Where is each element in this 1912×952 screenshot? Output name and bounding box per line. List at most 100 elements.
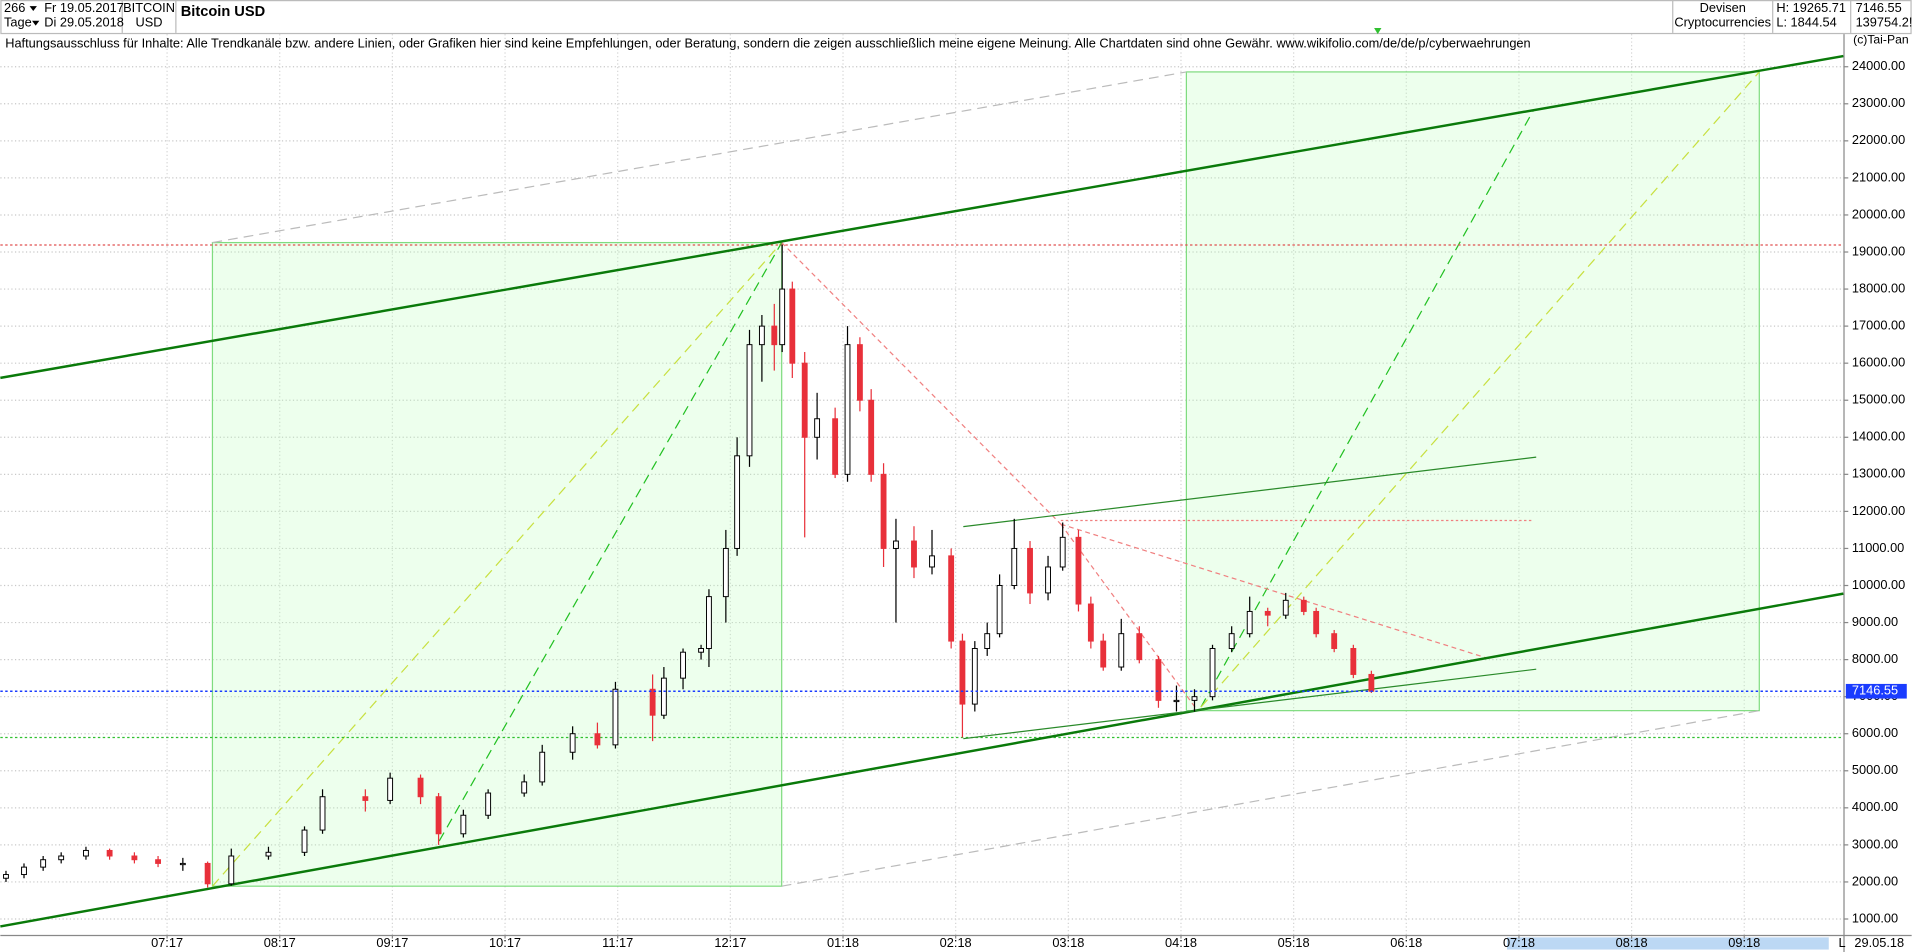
candle-body <box>1246 610 1253 635</box>
candle-body <box>660 677 667 716</box>
candle-body <box>362 796 369 801</box>
count[interactable]: 266 <box>4 0 25 15</box>
x-tick-label: 02:18 <box>940 935 972 950</box>
candle-body <box>569 733 576 753</box>
x-tick-label: 08:17 <box>264 935 296 950</box>
candle-body <box>131 855 138 861</box>
y-tick-label: 16000.00 <box>1852 355 1905 370</box>
y-tick-label: 2000.00 <box>1852 873 1898 888</box>
channel-line <box>0 54 1844 380</box>
dropdown-arrow[interactable] <box>32 20 40 26</box>
x-tick-label: 12:17 <box>714 935 746 950</box>
candle-body <box>856 344 863 401</box>
candle-body <box>21 866 27 876</box>
candle-body <box>948 555 955 642</box>
zone <box>1185 71 1760 712</box>
candle-body <box>722 547 729 598</box>
candle-body <box>485 792 492 816</box>
candle-body <box>758 325 765 346</box>
x-tick-label: 01:18 <box>827 935 859 950</box>
candle-body <box>83 849 89 857</box>
candle-body <box>521 781 528 794</box>
subcategory: Cryptocurrencies <box>1674 15 1771 30</box>
y-tick-label: 3000.00 <box>1852 836 1898 851</box>
candle-body <box>929 555 935 568</box>
start-date: Fr 19.05.2017 <box>44 0 124 15</box>
trend-line <box>1060 523 1488 659</box>
y-tick-label: 1000.00 <box>1852 910 1898 925</box>
footer-date: 29.05.18 <box>1854 935 1904 950</box>
last: 7146.55 <box>1856 0 1902 15</box>
candle-body <box>594 733 601 746</box>
y-tick-label: 14000.00 <box>1852 429 1905 444</box>
trend-line <box>1060 523 1196 708</box>
grid <box>0 34 1844 935</box>
y-tick-label: 20000.00 <box>1852 206 1905 221</box>
x-tick-label: 11:17 <box>602 935 633 950</box>
y-tick-label: 22000.00 <box>1852 132 1905 147</box>
y-tick-label: 21000.00 <box>1852 169 1905 184</box>
candle-body <box>971 648 978 705</box>
y-tick-label: 17000.00 <box>1852 317 1905 332</box>
low: L: 1844.54 <box>1776 15 1836 30</box>
candle-body <box>1209 648 1216 698</box>
projection-line <box>438 242 783 842</box>
candle-body <box>1118 633 1125 668</box>
candle-body <box>179 862 186 866</box>
y-tick-label: 12000.00 <box>1852 503 1905 518</box>
axis: 1000.00 2000.00 3000.00 4000.00 5000.00 6000.… <box>151 58 1907 950</box>
candle-body <box>387 777 394 801</box>
candle-body <box>435 796 442 835</box>
x-tick-label: 08:18 <box>1616 935 1648 950</box>
candle-body <box>1191 696 1198 701</box>
candle-body <box>1087 603 1094 642</box>
candle-body <box>1331 633 1338 649</box>
projection-line <box>1200 71 1760 708</box>
y-tick-label: 10000.00 <box>1852 577 1905 592</box>
currency: USD <box>136 15 163 30</box>
candle-body <box>1011 547 1018 586</box>
candle-body <box>1155 659 1162 701</box>
x-tick-label: 05:18 <box>1278 935 1310 950</box>
candle-body <box>1059 536 1066 568</box>
candle-body <box>746 344 753 457</box>
x-tick-label: 04:18 <box>1165 935 1197 950</box>
y-tick-label: 8000.00 <box>1852 651 1898 666</box>
period[interactable]: Tage <box>4 15 32 30</box>
end-date: Di 29.05.2018 <box>44 15 124 30</box>
projection-line <box>212 71 1187 244</box>
candle-body <box>1045 566 1051 594</box>
candle-body <box>40 859 47 868</box>
dropdown-arrow[interactable] <box>29 6 37 11</box>
footer-marker: L <box>1839 935 1846 950</box>
price-label: 7146.55 <box>1852 683 1898 698</box>
candle-body <box>801 362 808 438</box>
header-frame <box>0 0 1912 35</box>
candle-body <box>417 777 424 798</box>
projection-line <box>781 710 1760 887</box>
y-tick-label: 9000.00 <box>1852 614 1898 629</box>
y-tick-label: 18000.00 <box>1852 280 1905 295</box>
y-tick-label: 11000.00 <box>1852 540 1904 555</box>
candle-body <box>1313 610 1320 635</box>
candle-body <box>204 862 211 885</box>
channel-line <box>963 668 1537 740</box>
channel-line <box>0 592 1844 928</box>
y-tick-label: 15000.00 <box>1852 392 1905 407</box>
candle-body <box>893 540 899 549</box>
candle-body <box>1228 633 1235 649</box>
candle-body <box>106 849 113 857</box>
trend-line <box>781 242 1062 525</box>
candle-body <box>680 651 686 679</box>
candle-body <box>789 288 796 364</box>
category: Devisen <box>1700 0 1746 15</box>
scrollbar[interactable] <box>1506 937 1829 950</box>
candle-body <box>984 633 991 649</box>
candle-body <box>868 399 875 475</box>
candle-body <box>1282 599 1289 616</box>
y-tick-label: 5000.00 <box>1852 762 1898 777</box>
candle-body <box>1100 640 1107 668</box>
high: H: 19265.71 <box>1776 0 1846 15</box>
disclaimer: Haftungsausschluss für Inhalte: Alle Tre… <box>5 35 1530 50</box>
